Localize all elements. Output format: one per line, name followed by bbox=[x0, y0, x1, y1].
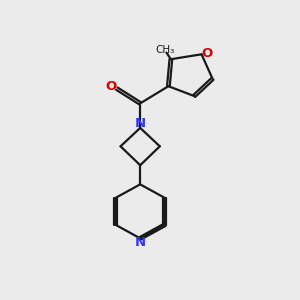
Text: O: O bbox=[106, 80, 117, 93]
Text: N: N bbox=[135, 117, 146, 130]
Text: CH₃: CH₃ bbox=[156, 45, 175, 55]
Text: O: O bbox=[201, 47, 213, 60]
Text: N: N bbox=[135, 236, 146, 249]
